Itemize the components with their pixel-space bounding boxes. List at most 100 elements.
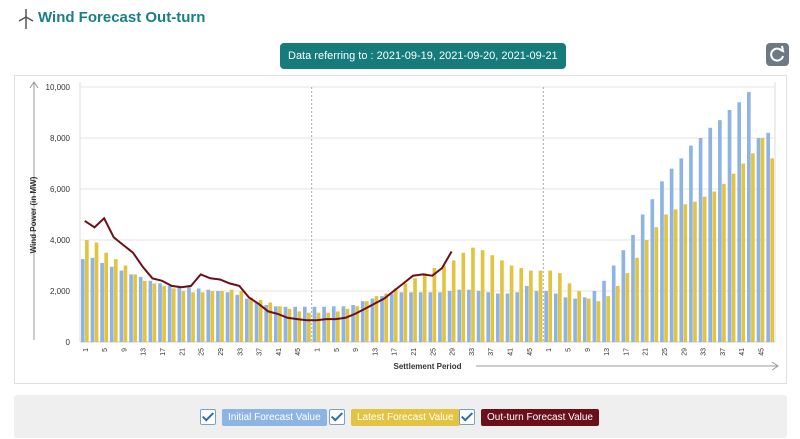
bar xyxy=(94,242,99,342)
bar xyxy=(741,163,746,342)
bar xyxy=(100,262,104,342)
y-tick-label: 4,000 xyxy=(50,236,71,245)
bar xyxy=(712,191,717,342)
x-tick-label: 1 xyxy=(314,348,321,352)
checkbox[interactable] xyxy=(459,409,475,425)
checkbox[interactable] xyxy=(200,409,216,425)
bar xyxy=(351,305,355,342)
x-tick-label: 29 xyxy=(218,348,225,356)
x-tick-label: 1 xyxy=(546,348,553,352)
bar xyxy=(438,292,442,342)
bar xyxy=(577,291,581,342)
x-tick-label: 41 xyxy=(276,348,283,356)
bar xyxy=(254,302,259,342)
legend-item[interactable]: Initial Forecast Value xyxy=(200,407,327,427)
bar xyxy=(302,306,307,342)
bar xyxy=(239,291,244,342)
bar xyxy=(374,296,379,342)
bar xyxy=(635,257,639,342)
x-tick-label: 25 xyxy=(662,348,669,356)
bar xyxy=(409,292,413,342)
turbine-icon xyxy=(18,9,34,29)
bar xyxy=(766,132,770,342)
bar xyxy=(196,288,201,342)
bar xyxy=(187,287,191,342)
bar xyxy=(731,173,736,342)
bar xyxy=(200,292,205,342)
legend-item[interactable]: Out-turn Forecast Value xyxy=(459,407,599,427)
bar xyxy=(669,168,674,342)
x-tick-label: 13 xyxy=(604,348,611,356)
bar xyxy=(747,92,751,342)
bar xyxy=(606,296,610,342)
x-tick-label: 29 xyxy=(681,348,688,356)
y-axis-title: Wind Power (in MW) xyxy=(29,176,38,253)
bar xyxy=(119,270,124,342)
bar xyxy=(148,280,153,342)
bar xyxy=(80,259,85,342)
bar xyxy=(722,183,726,342)
bar xyxy=(693,201,697,342)
bar xyxy=(596,301,601,342)
bar xyxy=(229,289,234,342)
bar xyxy=(654,227,659,342)
bar xyxy=(138,276,143,342)
y-tick-label: 0 xyxy=(66,338,71,347)
bar xyxy=(625,273,630,342)
bar xyxy=(524,285,529,342)
bar xyxy=(297,311,302,342)
bar xyxy=(158,283,162,342)
bar xyxy=(490,255,495,342)
bar xyxy=(611,265,616,342)
checkbox[interactable] xyxy=(329,409,345,425)
bar xyxy=(538,270,543,342)
bar xyxy=(278,306,282,342)
bar xyxy=(258,299,263,342)
x-tick-label: 41 xyxy=(508,348,515,356)
bar xyxy=(664,214,668,342)
bar xyxy=(341,306,346,342)
bar xyxy=(673,209,678,342)
bar xyxy=(326,312,331,342)
bar xyxy=(403,283,408,342)
legend-item[interactable]: Latest Forecast Value xyxy=(329,407,460,427)
x-tick-label: 9 xyxy=(585,348,592,352)
bar xyxy=(133,274,137,342)
bar xyxy=(496,293,500,342)
bar xyxy=(621,250,626,342)
x-tick-label: 37 xyxy=(488,348,495,356)
refresh-button[interactable] xyxy=(766,43,789,66)
x-tick-label: 13 xyxy=(372,348,379,356)
bar xyxy=(345,308,350,342)
x-tick-label: 45 xyxy=(527,348,534,356)
bar xyxy=(718,120,722,343)
x-tick-label: 5 xyxy=(565,348,572,352)
bar xyxy=(113,259,118,342)
x-tick-label: 33 xyxy=(469,348,476,356)
bar xyxy=(451,260,456,342)
bar xyxy=(152,283,157,342)
bar xyxy=(85,240,89,342)
bar xyxy=(432,268,437,342)
x-tick-label: 5 xyxy=(334,348,341,352)
x-axis-arrowhead xyxy=(771,361,779,371)
bar xyxy=(683,204,688,342)
bar xyxy=(370,298,375,342)
bar xyxy=(529,270,533,342)
bar xyxy=(399,292,404,342)
x-axis-title: Settlement Period xyxy=(393,362,461,371)
x-tick-label: 17 xyxy=(392,348,399,356)
bar xyxy=(602,280,606,342)
bar xyxy=(177,285,182,342)
bar xyxy=(104,252,108,342)
bar xyxy=(708,127,713,342)
bar xyxy=(640,214,645,342)
x-tick-label: 33 xyxy=(701,348,708,356)
bar xyxy=(109,266,114,342)
x-tick-label: 33 xyxy=(237,348,244,356)
legend-label: Out-turn Forecast Value xyxy=(481,408,599,426)
bar xyxy=(167,285,172,342)
bar xyxy=(509,265,514,342)
refresh-icon xyxy=(770,45,785,62)
